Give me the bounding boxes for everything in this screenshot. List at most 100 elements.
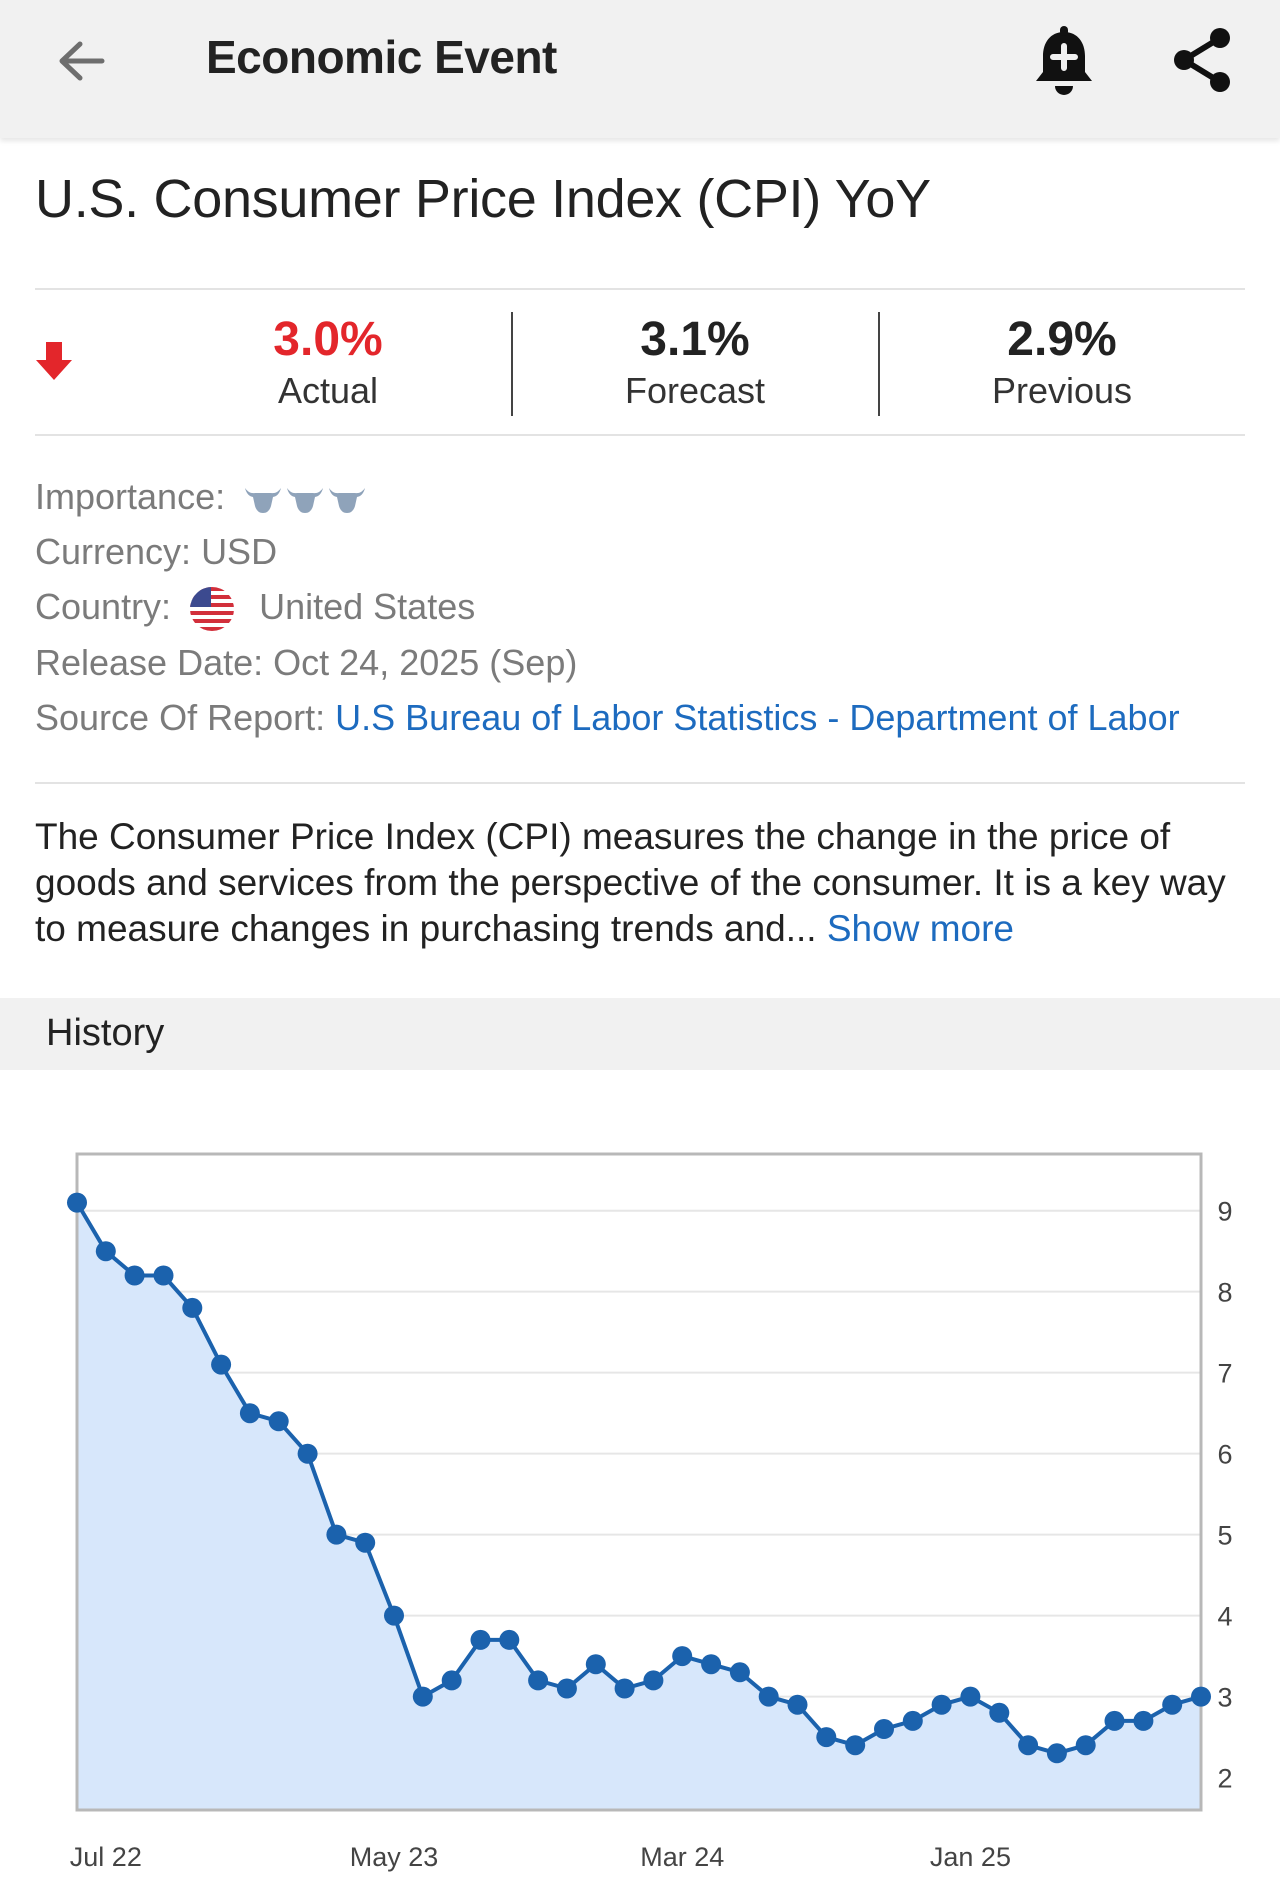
y-axis-ticks: 2 3 4 5 6 7 8 9 [1217, 1197, 1232, 1794]
data-point[interactable] [902, 1710, 923, 1731]
currency-label: Currency: [35, 531, 192, 572]
event-description: The Consumer Price Index (CPI) measures … [35, 814, 1250, 952]
y-tick-label: 6 [1217, 1440, 1232, 1470]
forecast-stat: 3.1% Forecast [512, 312, 878, 412]
data-point[interactable] [182, 1297, 203, 1318]
bull-rating-icon [245, 488, 366, 514]
arrow-down-icon [36, 342, 72, 380]
divider [35, 288, 1245, 290]
event-title: U.S. Consumer Price Index (CPI) YoY [35, 169, 931, 229]
data-point[interactable] [384, 1605, 404, 1626]
actual-value: 3.0% [273, 313, 383, 366]
source-row: Source Of Report: U.S Bureau of Labor St… [35, 697, 1180, 739]
actual-stat: 3.0% Actual [145, 312, 511, 412]
share-icon[interactable] [1168, 24, 1236, 96]
stat-divider [878, 312, 880, 416]
data-point[interactable] [989, 1702, 1010, 1723]
data-point[interactable] [816, 1727, 837, 1748]
actual-label: Actual [277, 370, 379, 411]
data-point[interactable] [960, 1686, 981, 1707]
x-tick-label: Jan 25 [930, 1842, 1011, 1872]
y-tick-label: 5 [1217, 1521, 1232, 1551]
data-point[interactable] [1104, 1710, 1125, 1731]
previous-value: 2.9% [1007, 313, 1117, 366]
forecast-label: Forecast [624, 370, 766, 411]
data-point[interactable] [211, 1354, 232, 1375]
x-axis-ticks: Jul 22 May 23 Mar 24 Jan 25 [70, 1842, 1011, 1872]
data-point[interactable] [239, 1403, 260, 1424]
source-label: Source Of Report: [35, 697, 326, 738]
x-tick-label: Jul 22 [70, 1842, 142, 1872]
importance-row: Importance: [35, 476, 367, 518]
data-point[interactable] [672, 1646, 693, 1667]
data-point[interactable] [1191, 1686, 1211, 1707]
history-header: History [0, 998, 1280, 1070]
source-link[interactable]: U.S Bureau of Labor Statistics - Departm… [335, 697, 1180, 738]
data-point[interactable] [1162, 1694, 1183, 1715]
release-row: Release Date: Oct 24, 2025 (Sep) [35, 642, 577, 684]
chart-series-line [75, 1201, 1202, 1756]
country-row: Country: United States [35, 586, 475, 632]
description-text: The Consumer Price Index (CPI) measures … [35, 816, 1226, 949]
data-point[interactable] [758, 1686, 779, 1707]
previous-label: Previous [991, 370, 1133, 411]
data-point[interactable] [528, 1670, 549, 1691]
data-point[interactable] [153, 1265, 174, 1286]
divider [35, 434, 1245, 436]
data-point[interactable] [556, 1678, 577, 1699]
country-label: Country: [35, 586, 172, 627]
data-point[interactable] [729, 1662, 750, 1683]
data-point[interactable] [355, 1532, 376, 1553]
history-label: History [46, 1012, 165, 1054]
data-point[interactable] [643, 1670, 664, 1691]
data-point[interactable] [787, 1694, 808, 1715]
data-point[interactable] [412, 1686, 433, 1707]
y-tick-label: 4 [1217, 1602, 1232, 1632]
y-tick-label: 2 [1217, 1764, 1232, 1794]
data-point[interactable] [67, 1192, 87, 1213]
data-point[interactable] [441, 1670, 462, 1691]
release-label: Release Date: [35, 642, 264, 683]
data-point[interactable] [585, 1654, 606, 1675]
forecast-value: 3.1% [640, 313, 750, 366]
chart-area-fill [77, 1202, 1201, 1810]
x-tick-label: May 23 [350, 1842, 439, 1872]
app-bar-title: Economic Event [206, 31, 557, 83]
history-chart[interactable]: 2 3 4 5 6 7 8 9 Jul 22 May 23 Mar 24 Jan 25 [0, 1140, 1280, 1888]
arrow-left-icon[interactable] [50, 30, 112, 92]
data-point[interactable] [845, 1735, 866, 1756]
x-tick-label: Mar 24 [640, 1842, 724, 1872]
data-point[interactable] [1075, 1735, 1096, 1756]
data-point[interactable] [1046, 1743, 1067, 1764]
previous-stat: 2.9% Previous [879, 312, 1245, 412]
release-value: Oct 24, 2025 (Sep) [273, 642, 578, 683]
importance-label: Importance: [35, 476, 226, 517]
y-tick-label: 8 [1217, 1278, 1232, 1308]
show-more-link[interactable]: Show more [826, 908, 1015, 949]
data-point[interactable] [124, 1265, 145, 1286]
data-point[interactable] [1018, 1735, 1039, 1756]
y-tick-label: 3 [1217, 1683, 1232, 1713]
currency-row: Currency: USD [35, 531, 277, 573]
data-point[interactable] [1133, 1710, 1154, 1731]
us-flag-icon [190, 587, 235, 632]
divider [35, 782, 1245, 784]
data-point[interactable] [470, 1629, 491, 1650]
plot-frame [75, 1152, 1203, 1812]
app-bar: Economic Event [0, 0, 1280, 138]
data-point[interactable] [931, 1694, 952, 1715]
data-point[interactable] [95, 1241, 116, 1262]
data-point[interactable] [701, 1654, 722, 1675]
y-tick-label: 9 [1217, 1197, 1232, 1227]
data-point[interactable] [874, 1719, 894, 1739]
data-point[interactable] [499, 1629, 520, 1650]
data-point[interactable] [326, 1524, 347, 1545]
data-point[interactable] [614, 1678, 635, 1699]
currency-value: USD [201, 531, 278, 572]
chart-points [67, 1192, 1211, 1764]
data-point[interactable] [297, 1443, 318, 1464]
data-point[interactable] [268, 1411, 289, 1432]
y-tick-label: 7 [1217, 1359, 1232, 1389]
stat-divider [511, 312, 513, 416]
bell-plus-icon[interactable] [1030, 24, 1098, 100]
